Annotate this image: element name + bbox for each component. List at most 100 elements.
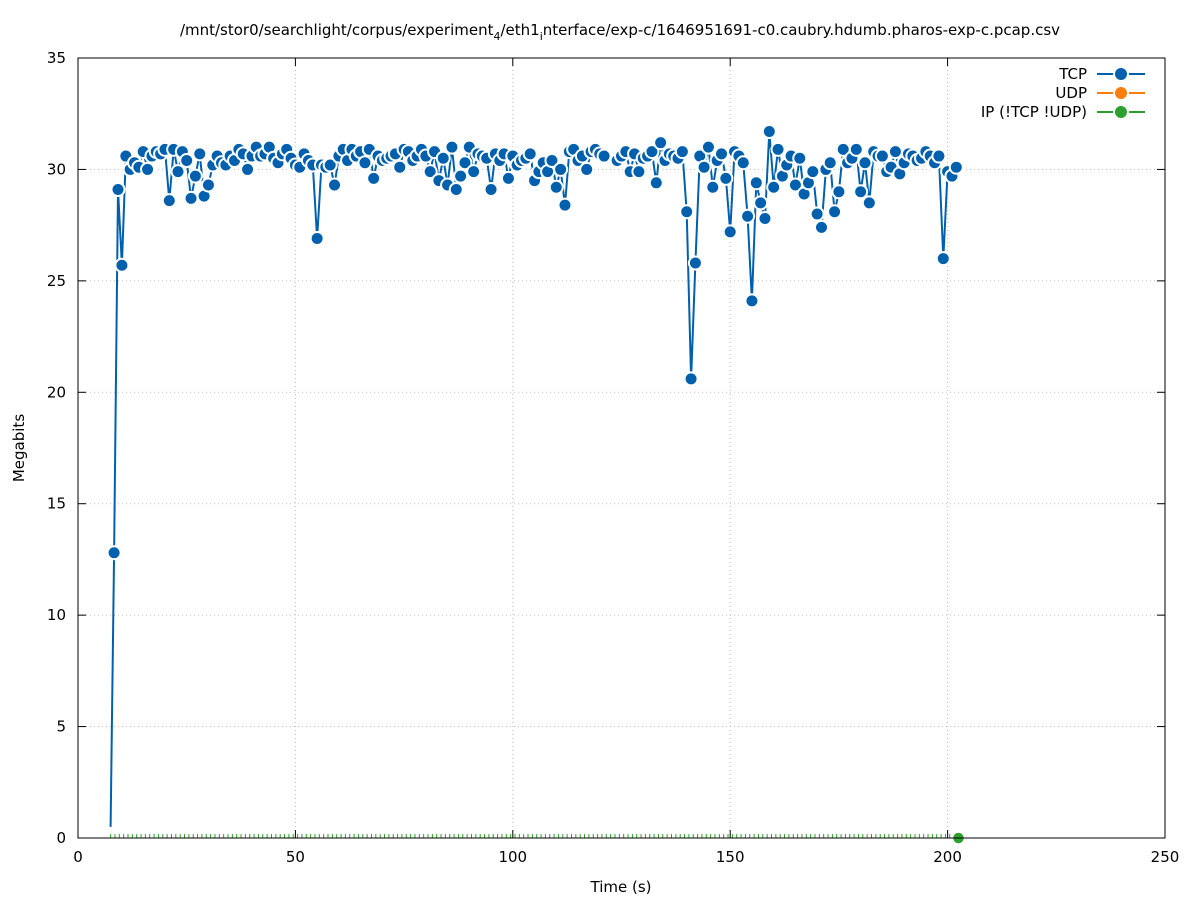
series-point [757, 210, 773, 226]
series-point [544, 153, 560, 169]
y-tick-label: 0 [56, 829, 66, 847]
series-point [548, 179, 564, 195]
series-point [500, 170, 516, 186]
series-point [831, 184, 847, 200]
series-point [110, 181, 126, 197]
series-point [187, 168, 203, 184]
series-point [170, 164, 186, 180]
legend-swatch-marker [1115, 106, 1127, 118]
series-point [792, 150, 808, 166]
series-point [106, 545, 122, 561]
series-point [553, 161, 569, 177]
series-point [648, 175, 664, 191]
series-point [722, 224, 738, 240]
y-tick-label: 5 [56, 718, 66, 736]
series-point [848, 141, 864, 157]
series-line [109, 131, 958, 827]
series-point [200, 177, 216, 193]
series-point [748, 175, 764, 191]
series-point [448, 181, 464, 197]
series-point [457, 155, 473, 171]
series-point [557, 197, 573, 213]
x-tick-label: 100 [498, 848, 527, 866]
legend-label: UDP [1055, 84, 1087, 102]
y-tick-label: 10 [47, 606, 66, 624]
series-point [735, 155, 751, 171]
chart-title: /mnt/stor0/searchlight/corpus/experiment… [180, 21, 1060, 43]
y-tick-label: 30 [47, 160, 66, 178]
series-point [683, 371, 699, 387]
series-point [140, 161, 156, 177]
series-point [322, 157, 338, 173]
series-point [179, 153, 195, 169]
y-tick-label: 35 [47, 49, 66, 67]
series-point [309, 231, 325, 247]
series-point [522, 146, 538, 162]
series-point [766, 179, 782, 195]
x-tick-label: 200 [933, 848, 962, 866]
legend-swatch-marker [1115, 68, 1127, 80]
series-point [814, 219, 830, 235]
plot-frame [77, 57, 1166, 839]
series-point [714, 146, 730, 162]
series-point [631, 164, 647, 180]
series-point [809, 206, 825, 222]
series-point [761, 124, 777, 140]
series-point [696, 159, 712, 175]
series-point [679, 204, 695, 220]
series-point [466, 164, 482, 180]
series-point [948, 159, 964, 175]
series-point [718, 170, 734, 186]
series-point [192, 146, 208, 162]
x-tick-label: 0 [73, 848, 83, 866]
series-point [435, 150, 451, 166]
series-point [827, 204, 843, 220]
series-point [596, 148, 612, 164]
series-point [753, 195, 769, 211]
series-point [674, 144, 690, 160]
series-point [740, 208, 756, 224]
series-point [114, 257, 130, 273]
x-tick-label: 150 [716, 848, 745, 866]
series-point [653, 135, 669, 151]
series-point [644, 144, 660, 160]
series-point [857, 155, 873, 171]
legend-label: TCP [1058, 65, 1087, 83]
series-point [327, 177, 343, 193]
x-tick-label: 250 [1151, 848, 1180, 866]
series-point [805, 164, 821, 180]
series-point [874, 148, 890, 164]
series-point [392, 159, 408, 175]
y-tick-label: 25 [47, 272, 66, 290]
series-point [687, 255, 703, 271]
series-layer [106, 124, 966, 845]
y-tick-label: 20 [47, 383, 66, 401]
series-point [822, 155, 838, 171]
y-tick-label: 15 [47, 495, 66, 513]
series-point [366, 170, 382, 186]
series-point [240, 161, 256, 177]
x-tick-label: 50 [286, 848, 305, 866]
series-point [357, 155, 373, 171]
series-point [700, 139, 716, 155]
series-point [744, 293, 760, 309]
series-point [705, 179, 721, 195]
series-point [579, 161, 595, 177]
series-point [183, 190, 199, 206]
grid [78, 58, 1165, 838]
series-point [770, 141, 786, 157]
series-point [161, 193, 177, 209]
series-point [931, 148, 947, 164]
x-axis-title: Time (s) [590, 878, 652, 896]
series-point [861, 195, 877, 211]
series-point [453, 168, 469, 184]
series-point [887, 144, 903, 160]
series-point [422, 164, 438, 180]
series-point [444, 139, 460, 155]
series-point [483, 181, 499, 197]
axis-ticks: 0 50 100 150 200 250 0 5 10 15 20 25 30 35 [47, 49, 1179, 866]
series-point [853, 184, 869, 200]
